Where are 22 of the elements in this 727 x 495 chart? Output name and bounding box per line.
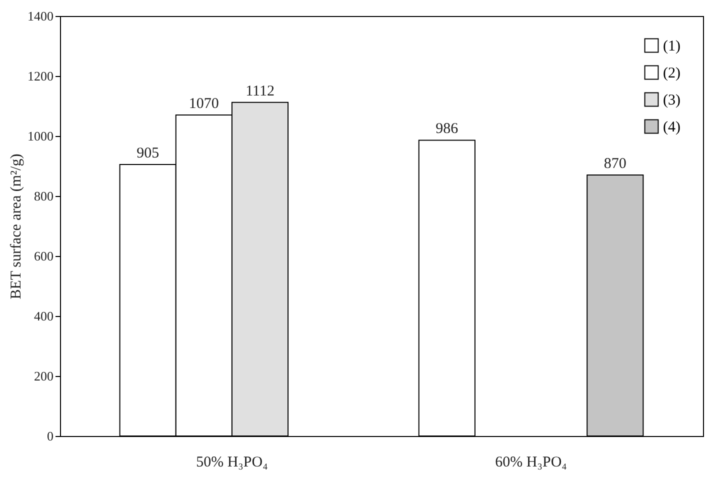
bar [418, 140, 476, 436]
legend-label: (2) [663, 66, 680, 82]
legend-label: (1) [663, 38, 680, 54]
y-tick-label: 1000 [28, 128, 54, 144]
bar [586, 174, 644, 436]
y-axis-title: BET surface area (m²/g) [8, 154, 24, 300]
data-label: 986 [436, 121, 459, 138]
y-tick-label: 800 [34, 188, 54, 204]
data-label: 870 [604, 156, 626, 172]
legend-label: (4) [663, 120, 680, 136]
legend-label: (3) [663, 92, 680, 108]
x-tick-label: 50% H₃PO₄ [196, 454, 268, 470]
data-label: 1112 [246, 83, 274, 100]
y-tick-label: 400 [34, 308, 54, 324]
y-tick-label: 1200 [28, 68, 54, 84]
x-tick-label: 60% H₃PO₄ [495, 454, 567, 470]
y-tick-label: 200 [34, 368, 54, 384]
data-label: 1070 [188, 96, 219, 112]
y-tick-label: 0 [47, 428, 54, 444]
data-label: 905 [136, 146, 160, 162]
y-tick-label: 1400 [28, 8, 54, 24]
y-tick-label: 600 [34, 248, 54, 264]
